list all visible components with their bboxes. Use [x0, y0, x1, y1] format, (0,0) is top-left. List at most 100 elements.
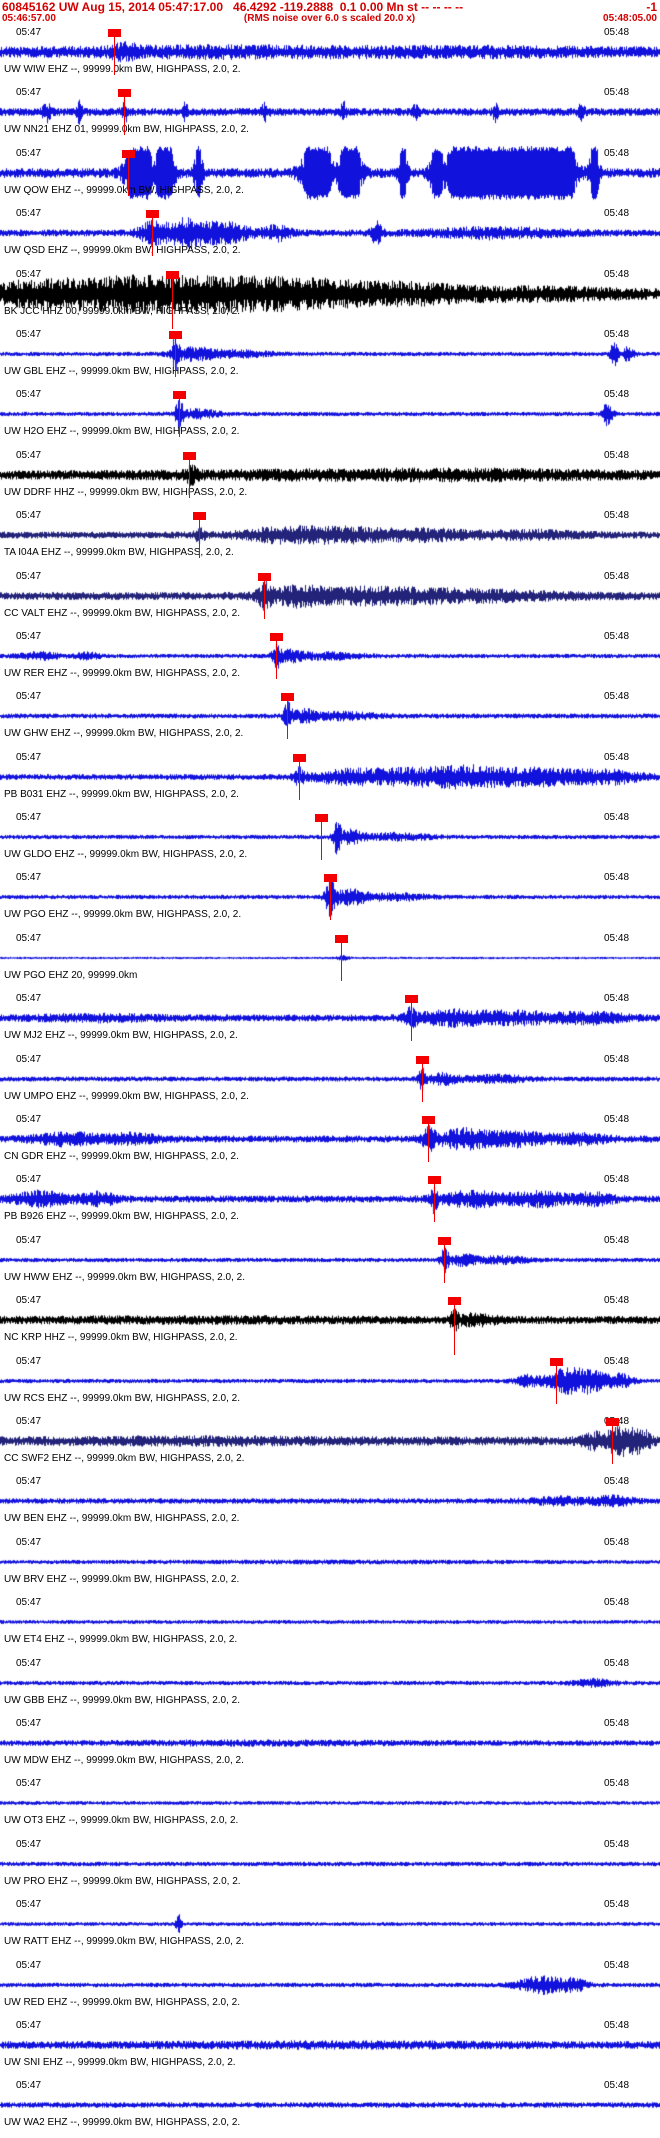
trace-row-DDRF[interactable]: 05:47 05:48 UW DDRF HHZ --, 99999.0km BW, …: [0, 446, 660, 507]
waveform-PRO[interactable]: [0, 1835, 660, 1896]
phase-pick-flag[interactable]: [448, 1297, 461, 1306]
phase-pick-line: [330, 882, 331, 921]
waveform-JCC[interactable]: [0, 265, 660, 326]
phase-pick-flag[interactable]: [315, 814, 328, 823]
trace-row-HWW[interactable]: 05:47 05:48 UW HWW EHZ --, 99999.0km BW, H…: [0, 1231, 660, 1292]
waveform-H2O[interactable]: [0, 386, 660, 447]
phase-pick-flag[interactable]: [422, 1116, 435, 1125]
trace-row-WIW[interactable]: 05:47 05:48 UW WIW EHZ --, 99999.0km BW, H…: [0, 24, 660, 84]
waveform-GBL[interactable]: [0, 325, 660, 386]
trace-row-WA2[interactable]: 05:47 05:48 UW WA2 EHZ --, 99999.0km BW, H…: [0, 2077, 660, 2138]
waveform-I04A[interactable]: [0, 507, 660, 568]
waveform-SWF2[interactable]: [0, 1412, 660, 1473]
phase-pick-flag[interactable]: [281, 693, 294, 702]
waveform-QSD[interactable]: [0, 205, 660, 266]
trace-row-QSD[interactable]: 05:47 05:48 UW QSD EHZ --, 99999.0km BW, H…: [0, 205, 660, 266]
trace-row-MJ2[interactable]: 05:47 05:48 UW MJ2 EHZ --, 99999.0km BW, H…: [0, 990, 660, 1051]
waveform-SNI[interactable]: [0, 2016, 660, 2077]
trace-row-GBL[interactable]: 05:47 05:48 UW GBL EHZ --, 99999.0km BW, H…: [0, 325, 660, 386]
phase-pick-flag[interactable]: [293, 753, 306, 762]
phase-pick-flag[interactable]: [405, 995, 418, 1004]
waveform-BRV[interactable]: [0, 1533, 660, 1594]
trace-station-label: UW MJ2 EHZ --, 99999.0km BW, HIGHPASS, 2…: [4, 1030, 238, 1042]
phase-pick-flag[interactable]: [438, 1236, 451, 1245]
phase-pick-flag[interactable]: [428, 1176, 441, 1185]
phase-pick-flag[interactable]: [146, 210, 159, 219]
phase-pick-flag[interactable]: [258, 572, 271, 581]
phase-pick-flag[interactable]: [118, 89, 131, 98]
trace-row-RATT[interactable]: 05:47 05:48 UW RATT EHZ --, 99999.0km BW, …: [0, 1896, 660, 1957]
waveform-RATT[interactable]: [0, 1896, 660, 1957]
trace-row-ET4[interactable]: 05:47 05:48 UW ET4 EHZ --, 99999.0km BW, H…: [0, 1594, 660, 1655]
waveform-GHW[interactable]: [0, 688, 660, 749]
phase-pick-flag[interactable]: [324, 874, 337, 883]
trace-row-B031[interactable]: 05:47 05:48 PB B031 EHZ --, 99999.0km BW, …: [0, 748, 660, 809]
phase-pick-flag[interactable]: [193, 512, 206, 521]
waveform-HWW[interactable]: [0, 1231, 660, 1292]
waveform-RER[interactable]: [0, 627, 660, 688]
trace-row-GDR[interactable]: 05:47 05:48 CN GDR EHZ --, 99999.0km BW, H…: [0, 1111, 660, 1172]
waveform-NN21[interactable]: [0, 84, 660, 145]
trace-row-MDW[interactable]: 05:47 05:48 UW MDW EHZ --, 99999.0km BW, H…: [0, 1714, 660, 1775]
trace-start-time: 05:47: [16, 510, 42, 522]
trace-row-GBB[interactable]: 05:47 05:48 UW GBB EHZ --, 99999.0km BW, H…: [0, 1654, 660, 1715]
trace-row-BEN[interactable]: 05:47 05:48 UW BEN EHZ --, 99999.0km BW, H…: [0, 1473, 660, 1534]
waveform-KRP[interactable]: [0, 1292, 660, 1353]
phase-pick-flag[interactable]: [270, 632, 283, 641]
waveform-WA2[interactable]: [0, 2077, 660, 2138]
waveform-RED[interactable]: [0, 1956, 660, 2017]
trace-row-OT3[interactable]: 05:47 05:48 UW OT3 EHZ --, 99999.0km BW, H…: [0, 1775, 660, 1836]
waveform-QOW[interactable]: [0, 144, 660, 205]
waveform-B926[interactable]: [0, 1171, 660, 1232]
phase-pick-flag[interactable]: [550, 1357, 563, 1366]
waveform-GLDO[interactable]: [0, 809, 660, 870]
waveform-ET4[interactable]: [0, 1594, 660, 1655]
phase-pick-flag[interactable]: [173, 391, 186, 400]
trace-row-KRP[interactable]: 05:47 05:48 NC KRP HHZ --, 99999.0km BW, H…: [0, 1292, 660, 1356]
waveform-VALT[interactable]: [0, 567, 660, 628]
waveform-MJ2[interactable]: [0, 990, 660, 1051]
trace-row-PRO[interactable]: 05:47 05:48 UW PRO EHZ --, 99999.0km BW, H…: [0, 1835, 660, 1896]
waveform-B031[interactable]: [0, 748, 660, 809]
trace-row-GLDO[interactable]: 05:47 05:48 UW GLDO EHZ --, 99999.0km BW, …: [0, 809, 660, 870]
phase-pick-flag[interactable]: [169, 330, 182, 339]
trace-row-QOW[interactable]: 05:47 05:48 UW QOW EHZ --, 99999.0km BW, H…: [0, 144, 660, 205]
trace-row-I04A[interactable]: 05:47 05:48 TA I04A EHZ --, 99999.0km BW, …: [0, 507, 660, 568]
trace-row-PGO-20[interactable]: 05:47 05:48 UW PGO EHZ 20, 99999.0km: [0, 929, 660, 990]
waveform-OT3[interactable]: [0, 1775, 660, 1836]
waveform-BEN[interactable]: [0, 1473, 660, 1534]
waveform-GDR[interactable]: [0, 1111, 660, 1172]
trace-row-H2O[interactable]: 05:47 05:48 UW H2O EHZ --, 99999.0km BW, H…: [0, 386, 660, 447]
trace-row-RCS[interactable]: 05:47 05:48 UW RCS EHZ --, 99999.0km BW, H…: [0, 1352, 660, 1413]
trace-row-GHW[interactable]: 05:47 05:48 UW GHW EHZ --, 99999.0km BW, H…: [0, 688, 660, 749]
phase-pick-flag[interactable]: [108, 29, 121, 37]
trace-end-time: 05:48: [604, 691, 630, 703]
phase-pick-flag[interactable]: [335, 934, 348, 943]
trace-row-B926[interactable]: 05:47 05:48 PB B926 EHZ --, 99999.0km BW, …: [0, 1171, 660, 1232]
trace-row-JCC[interactable]: 05:47 05:48 BK JCC HHZ 00, 99999.0km BW, H…: [0, 265, 660, 329]
trace-row-SNI[interactable]: 05:47 05:48 UW SNI EHZ --, 99999.0km BW, H…: [0, 2016, 660, 2077]
trace-row-PGO[interactable]: 05:47 05:48 UW PGO EHZ --, 99999.0km BW, H…: [0, 869, 660, 930]
phase-pick-flag[interactable]: [606, 1417, 619, 1426]
trace-end-time: 05:48: [604, 1476, 630, 1488]
phase-pick-flag[interactable]: [416, 1055, 429, 1064]
waveform-PGO-20[interactable]: [0, 929, 660, 990]
phase-pick-flag[interactable]: [166, 270, 179, 279]
trace-row-VALT[interactable]: 05:47 05:48 CC VALT EHZ --, 99999.0km BW, …: [0, 567, 660, 628]
waveform-UMPO[interactable]: [0, 1050, 660, 1111]
waveform-GBB[interactable]: [0, 1654, 660, 1715]
phase-pick-line: [321, 822, 322, 861]
phase-pick-line: [434, 1184, 435, 1223]
trace-start-time: 05:47: [16, 812, 42, 824]
trace-row-RED[interactable]: 05:47 05:48 UW RED EHZ --, 99999.0km BW, H…: [0, 1956, 660, 2017]
trace-row-BRV[interactable]: 05:47 05:48 UW BRV EHZ --, 99999.0km BW, H…: [0, 1533, 660, 1594]
waveform-MDW[interactable]: [0, 1714, 660, 1775]
trace-row-NN21[interactable]: 05:47 05:48 UW NN21 EHZ 01, 99999.0km BW, …: [0, 84, 660, 145]
phase-pick-flag[interactable]: [122, 149, 135, 158]
trace-row-UMPO[interactable]: 05:47 05:48 UW UMPO EHZ --, 99999.0km BW, …: [0, 1050, 660, 1111]
trace-end-time: 05:48: [604, 1536, 630, 1548]
trace-row-RER[interactable]: 05:47 05:48 UW RER EHZ --, 99999.0km BW, H…: [0, 627, 660, 688]
phase-pick-flag[interactable]: [183, 451, 196, 460]
waveform-DDRF[interactable]: [0, 446, 660, 507]
